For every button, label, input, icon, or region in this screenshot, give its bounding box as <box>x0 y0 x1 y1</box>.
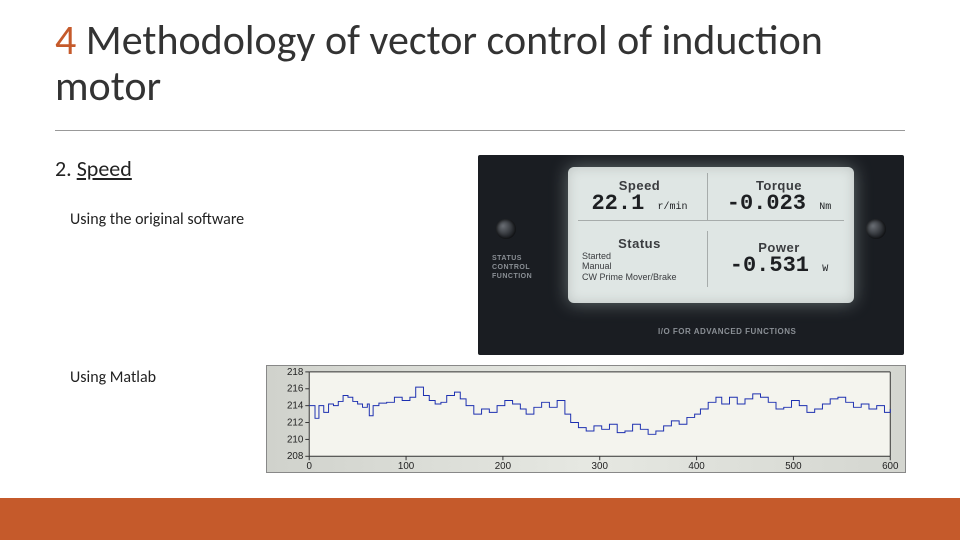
svg-text:210: 210 <box>287 434 304 445</box>
lcd-power-value: -0.531 W <box>714 255 844 277</box>
lcd-torque-value: -0.023 Nm <box>714 193 844 215</box>
svg-text:300: 300 <box>592 461 609 472</box>
panel-side-labels: STATUS CONTROL FUNCTION <box>492 255 532 281</box>
screw-icon <box>866 219 886 239</box>
side-label-status: STATUS <box>492 255 532 264</box>
caption-original-software: Using the original software <box>70 210 244 229</box>
screw-icon <box>496 219 516 239</box>
slide-title: 4 Methodology of vector control of induc… <box>55 18 855 110</box>
footer-bar <box>0 498 960 540</box>
io-label: I/O FOR ADVANCED FUNCTIONS <box>658 327 796 336</box>
side-label-control: CONTROL <box>492 264 532 273</box>
svg-text:100: 100 <box>398 461 415 472</box>
title-number: 4 <box>55 15 76 66</box>
subheading: 2. Speed <box>55 155 132 182</box>
matlab-chart: 208 210 212 214 216 218 0 100 200 300 400 500 600 <box>266 365 906 473</box>
lcd-status-cell: Status Started Manual CW Prime Mover/Bra… <box>578 231 708 287</box>
lcd-device-photo: STATUS CONTROL FUNCTION I/O FOR ADVANCED… <box>478 155 904 355</box>
lcd-speed-value: 22.1 r/min <box>578 193 701 215</box>
lcd-status-lines: Started Manual CW Prime Mover/Brake <box>578 251 701 282</box>
svg-text:0: 0 <box>306 461 312 472</box>
svg-text:212: 212 <box>287 417 303 428</box>
lcd-speed-cell: Speed 22.1 r/min <box>578 173 708 220</box>
side-label-function: FUNCTION <box>492 273 532 282</box>
lcd-screen: Speed 22.1 r/min Torque -0.023 Nm Status… <box>568 167 854 303</box>
subhead-num: 2. <box>55 155 77 182</box>
subhead-text: Speed <box>77 155 132 182</box>
lcd-power-cell: Power -0.531 W <box>714 231 844 287</box>
svg-text:600: 600 <box>882 461 899 472</box>
svg-text:216: 216 <box>287 384 304 395</box>
svg-text:200: 200 <box>495 461 512 472</box>
svg-text:400: 400 <box>688 461 705 472</box>
svg-text:208: 208 <box>287 451 304 462</box>
lcd-status-label: Status <box>578 236 701 251</box>
title-text: Methodology of vector control of inducti… <box>55 15 823 112</box>
lcd-torque-cell: Torque -0.023 Nm <box>714 173 844 220</box>
title-underline <box>55 130 905 131</box>
svg-text:500: 500 <box>785 461 802 472</box>
caption-matlab: Using Matlab <box>70 368 156 387</box>
svg-text:214: 214 <box>287 401 304 412</box>
svg-text:218: 218 <box>287 367 304 378</box>
